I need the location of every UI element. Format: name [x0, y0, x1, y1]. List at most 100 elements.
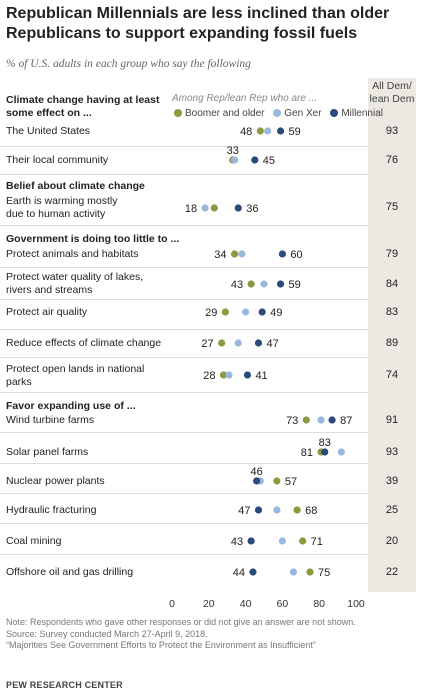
row-label: Reduce effects of climate change — [6, 337, 162, 349]
section-header-climate-effect: Climate change having at least some effe… — [6, 94, 160, 119]
dem-value: 22 — [385, 566, 399, 578]
source-text: Source: Survey conducted March 27-April … — [6, 628, 208, 639]
legend-item-millennial: Millennial — [330, 108, 383, 119]
row-label: Their local community — [6, 154, 109, 166]
legend-label-millennial: Millennial — [341, 108, 383, 119]
row-separator — [0, 432, 368, 433]
data-point-boomer — [273, 477, 281, 485]
data-label: 87 — [340, 415, 352, 427]
report-title: “Majorities See Government Efforts to Pr… — [6, 640, 316, 650]
section-header-government: Government is doing too little to ... — [6, 233, 180, 245]
dem-value: 76 — [385, 154, 399, 166]
note-text: Note: Respondents who gave other respons… — [6, 617, 356, 627]
dem-value: 83 — [385, 306, 399, 318]
data-label: 60 — [290, 249, 302, 261]
x-tick-label: 20 — [203, 598, 215, 610]
legend-label-boomer: Boomer and older — [185, 108, 265, 119]
x-tick-label: 100 — [347, 598, 365, 610]
data-point-boomer — [247, 280, 255, 288]
x-tick-label: 0 — [169, 598, 175, 610]
row-label: Earth is warming mostly due to human act… — [6, 195, 118, 220]
row-label: Wind turbine farms — [6, 414, 95, 426]
data-point-genx — [273, 506, 281, 514]
data-point-genx — [230, 156, 239, 164]
dem-column-band — [368, 78, 416, 592]
row-separator — [0, 357, 368, 358]
data-label: 48 — [240, 126, 252, 138]
chart-title: Republican Millennials are less inclined… — [6, 5, 390, 42]
data-point-genx — [238, 250, 246, 258]
data-label: 33 — [227, 145, 239, 157]
row-separator — [0, 267, 368, 268]
source-org: PEW RESEARCH CENTER — [6, 680, 123, 690]
data-label: 43 — [231, 536, 243, 548]
data-label: 47 — [266, 338, 278, 350]
data-label: 47 — [238, 505, 250, 517]
data-point-boomer — [302, 416, 310, 424]
data-point-millennial — [249, 568, 257, 576]
data-point-boomer — [221, 308, 229, 316]
data-label: 75 — [318, 567, 330, 579]
section-header-favor-expanding: Favor expanding use of ... — [6, 400, 136, 412]
data-label: 29 — [205, 307, 217, 319]
dem-value: 39 — [385, 475, 399, 487]
data-label: 18 — [185, 203, 197, 215]
legend-dot-genx — [273, 109, 282, 117]
data-point-millennial — [258, 308, 266, 316]
row-separator — [0, 146, 368, 147]
x-tick-label: 40 — [240, 598, 252, 610]
data-point-millennial — [328, 416, 336, 424]
legend-label-genx: Gen Xer — [284, 108, 322, 119]
row-separator — [0, 392, 368, 393]
row-label: Protect air quality — [6, 306, 88, 318]
data-point-genx — [260, 280, 268, 288]
row-separator — [0, 493, 368, 494]
legend-item-genx: Gen Xer — [273, 108, 322, 119]
data-point-millennial — [251, 156, 259, 164]
data-label: 81 — [301, 447, 313, 459]
data-point-boomer — [256, 127, 264, 135]
row-separator — [0, 329, 368, 330]
data-label: 59 — [289, 126, 301, 138]
data-point-millennial — [247, 537, 255, 545]
data-point-boomer — [306, 568, 314, 576]
data-label: 57 — [285, 476, 297, 488]
data-label: 28 — [203, 370, 215, 382]
data-point-genx — [225, 371, 233, 379]
data-label: 27 — [201, 338, 213, 350]
data-point-millennial — [254, 339, 263, 347]
data-point-genx — [317, 416, 325, 424]
data-point-millennial — [254, 506, 263, 514]
dem-value: 89 — [385, 337, 399, 349]
data-label: 45 — [263, 155, 275, 167]
row-label: Nuclear power plants — [6, 475, 105, 487]
row-label: Protect animals and habitats — [6, 248, 139, 260]
data-point-millennial — [276, 280, 285, 288]
dem-value: 84 — [385, 278, 399, 290]
legend-item-boomer: Boomer and older — [174, 108, 265, 119]
row-separator — [0, 523, 368, 524]
row-separator — [0, 225, 368, 226]
row-label: Coal mining — [6, 535, 62, 547]
data-point-genx — [337, 448, 345, 456]
data-point-genx — [289, 568, 298, 576]
row-separator — [0, 463, 368, 464]
row-separator — [0, 174, 368, 175]
row-label: The United States — [6, 125, 91, 137]
data-label: 49 — [270, 307, 282, 319]
dem-value: 75 — [385, 201, 399, 213]
row-label: Hydraulic fracturing — [6, 504, 97, 516]
data-label: 73 — [286, 415, 298, 427]
dem-value: 93 — [385, 446, 399, 458]
row-label: Solar panel farms — [6, 446, 89, 458]
data-point-millennial — [234, 204, 242, 212]
chart-subtitle: % of U.S. adults in each group who say t… — [6, 58, 251, 70]
row-separator — [0, 554, 368, 555]
data-label: 36 — [246, 203, 258, 215]
data-point-genx — [264, 127, 272, 135]
data-label: 34 — [214, 249, 226, 261]
data-point-genx — [278, 537, 286, 545]
among-label: Among Rep/lean Rep who are ... — [172, 93, 318, 104]
dem-value: 74 — [385, 369, 399, 381]
